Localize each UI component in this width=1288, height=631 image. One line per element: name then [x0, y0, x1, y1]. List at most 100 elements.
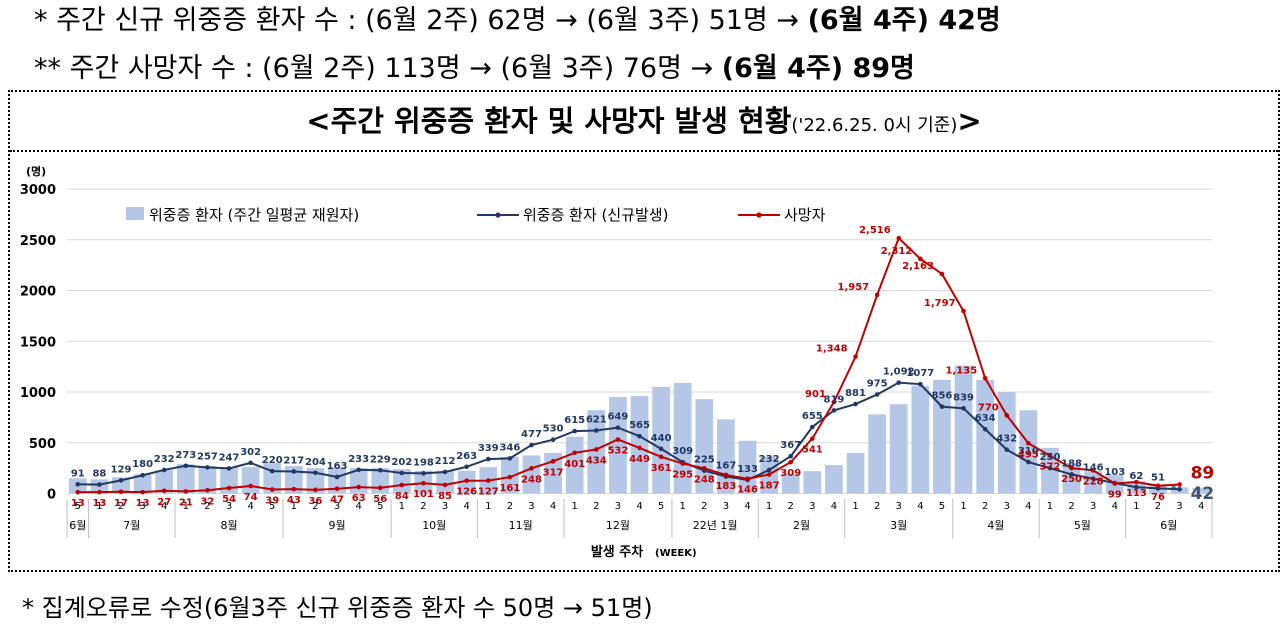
bar-weekly-inpatients	[565, 436, 584, 494]
death-point	[1177, 482, 1182, 487]
x-axis-title: 발생 주차	[591, 544, 643, 560]
death-point	[75, 489, 81, 495]
death-point	[658, 454, 664, 460]
death-data-label: 532	[607, 446, 628, 457]
bar-weekly-inpatients	[933, 379, 951, 494]
severe-point	[853, 401, 858, 407]
severe-point	[810, 424, 815, 430]
bar-weekly-inpatients	[1062, 463, 1081, 494]
severe-point	[421, 471, 426, 476]
severe-point	[161, 467, 167, 473]
bar-weekly-inpatients	[889, 404, 908, 494]
death-point	[140, 489, 145, 495]
death-data-label: 32	[200, 496, 214, 507]
weekly-death-summary: ** 주간 사망자 수 : (6월 2주) 113명 → (6월 3주) 76명…	[34, 46, 915, 85]
severe-point	[377, 467, 383, 473]
x-week-label: 1	[852, 501, 858, 512]
severe-data-label: 263	[456, 451, 477, 462]
bar-weekly-inpatients	[652, 386, 670, 494]
severe-point	[205, 465, 210, 470]
bar-weekly-inpatients	[155, 470, 174, 494]
severe-point	[399, 470, 405, 476]
severe-data-label: 1077	[906, 368, 934, 379]
bar-weekly-inpatients	[911, 385, 930, 494]
severe-point	[140, 472, 145, 478]
death-data-label: 39	[265, 496, 279, 507]
severe-point	[550, 437, 556, 443]
severe-point	[766, 467, 772, 473]
death-point	[334, 486, 340, 492]
severe-data-label: 233	[348, 454, 369, 465]
severe-data-label: 309	[672, 446, 693, 457]
death-data-label: 99	[1108, 489, 1122, 500]
chart-frame: <주간 위중증 환자 및 사망자 발생 현황('22.6.25. 0시 기준)>	[8, 90, 1280, 572]
bar-weekly-inpatients	[436, 470, 454, 494]
death-data-label: 85	[438, 491, 452, 502]
severe-data-label: 225	[694, 455, 715, 466]
death-data-label: 76	[1151, 492, 1165, 503]
severe-data-label: 477	[521, 429, 542, 440]
severe-point	[118, 478, 124, 483]
severe-data-label: 856	[932, 391, 953, 402]
bar-weekly-inpatients	[976, 379, 995, 494]
severe-data-label: 530	[543, 424, 564, 435]
chart-title-close: >	[957, 104, 982, 138]
bar-weekly-inpatients	[522, 455, 541, 494]
legend-severe-marker	[495, 212, 501, 218]
death-data-label: 47	[330, 495, 344, 506]
death-data-label: 27	[157, 497, 171, 508]
death-data-label: 2,516	[859, 225, 891, 236]
severe-summary-text: * 주간 신규 위중증 환자 수 : (6월 2주) 62명 → (6월 3주)…	[34, 5, 808, 36]
x-week-label: 2	[701, 501, 707, 512]
x-week-label: 1	[485, 501, 491, 512]
x-week-label: 3	[139, 501, 145, 512]
death-data-label: 372	[1040, 462, 1061, 473]
severe-point	[356, 467, 361, 473]
death-data-label: 1,348	[816, 344, 848, 355]
death-point	[874, 292, 880, 298]
x-month-label: 22년 1월	[693, 519, 738, 532]
death-point	[1047, 453, 1053, 459]
severe-data-label: 180	[132, 459, 153, 470]
severe-data-label: 202	[391, 457, 412, 468]
death-data-label: 21	[179, 497, 193, 508]
death-data-label: 434	[586, 455, 607, 466]
bar-weekly-inpatients	[393, 469, 411, 494]
severe-point	[896, 380, 902, 385]
x-week-label: 3	[615, 501, 621, 512]
x-month-label: 6월	[69, 519, 86, 532]
death-data-label: 317	[543, 467, 564, 478]
severe-point	[97, 482, 102, 487]
death-point	[313, 487, 318, 493]
severe-data-label: 204	[305, 457, 326, 468]
x-week-label: 2	[874, 501, 880, 512]
y-tick-label: 3000	[20, 183, 56, 198]
death-point	[485, 478, 491, 483]
y-tick-label: 2500	[20, 234, 56, 249]
death-point	[118, 489, 124, 495]
severe-data-label: 247	[219, 452, 240, 463]
x-week-label: 2	[312, 501, 318, 512]
death-point	[572, 450, 577, 456]
severe-data-label: 621	[586, 414, 607, 425]
x-week-label: 2	[204, 501, 210, 512]
death-point	[421, 480, 426, 486]
bar-weekly-inpatients	[133, 474, 152, 494]
death-point	[464, 478, 469, 484]
x-week-label: 1	[572, 501, 578, 512]
severe-data-label: 146	[1083, 463, 1104, 474]
x-week-label: 1	[291, 501, 297, 512]
severe-data-label: 310	[1018, 446, 1039, 457]
x-week-label: 3	[226, 501, 232, 512]
death-point	[1155, 483, 1161, 489]
severe-data-label: 229	[370, 454, 391, 465]
death-point	[1004, 413, 1010, 418]
y-axis-unit: (명)	[26, 164, 46, 178]
x-week-label: 2	[788, 501, 794, 512]
death-point	[377, 485, 383, 491]
x-week-label: 5	[939, 501, 945, 512]
bar-weekly-inpatients	[803, 471, 822, 494]
severe-data-label: 649	[607, 412, 628, 423]
severe-point	[1026, 459, 1031, 465]
bar-weekly-inpatients	[176, 464, 195, 494]
